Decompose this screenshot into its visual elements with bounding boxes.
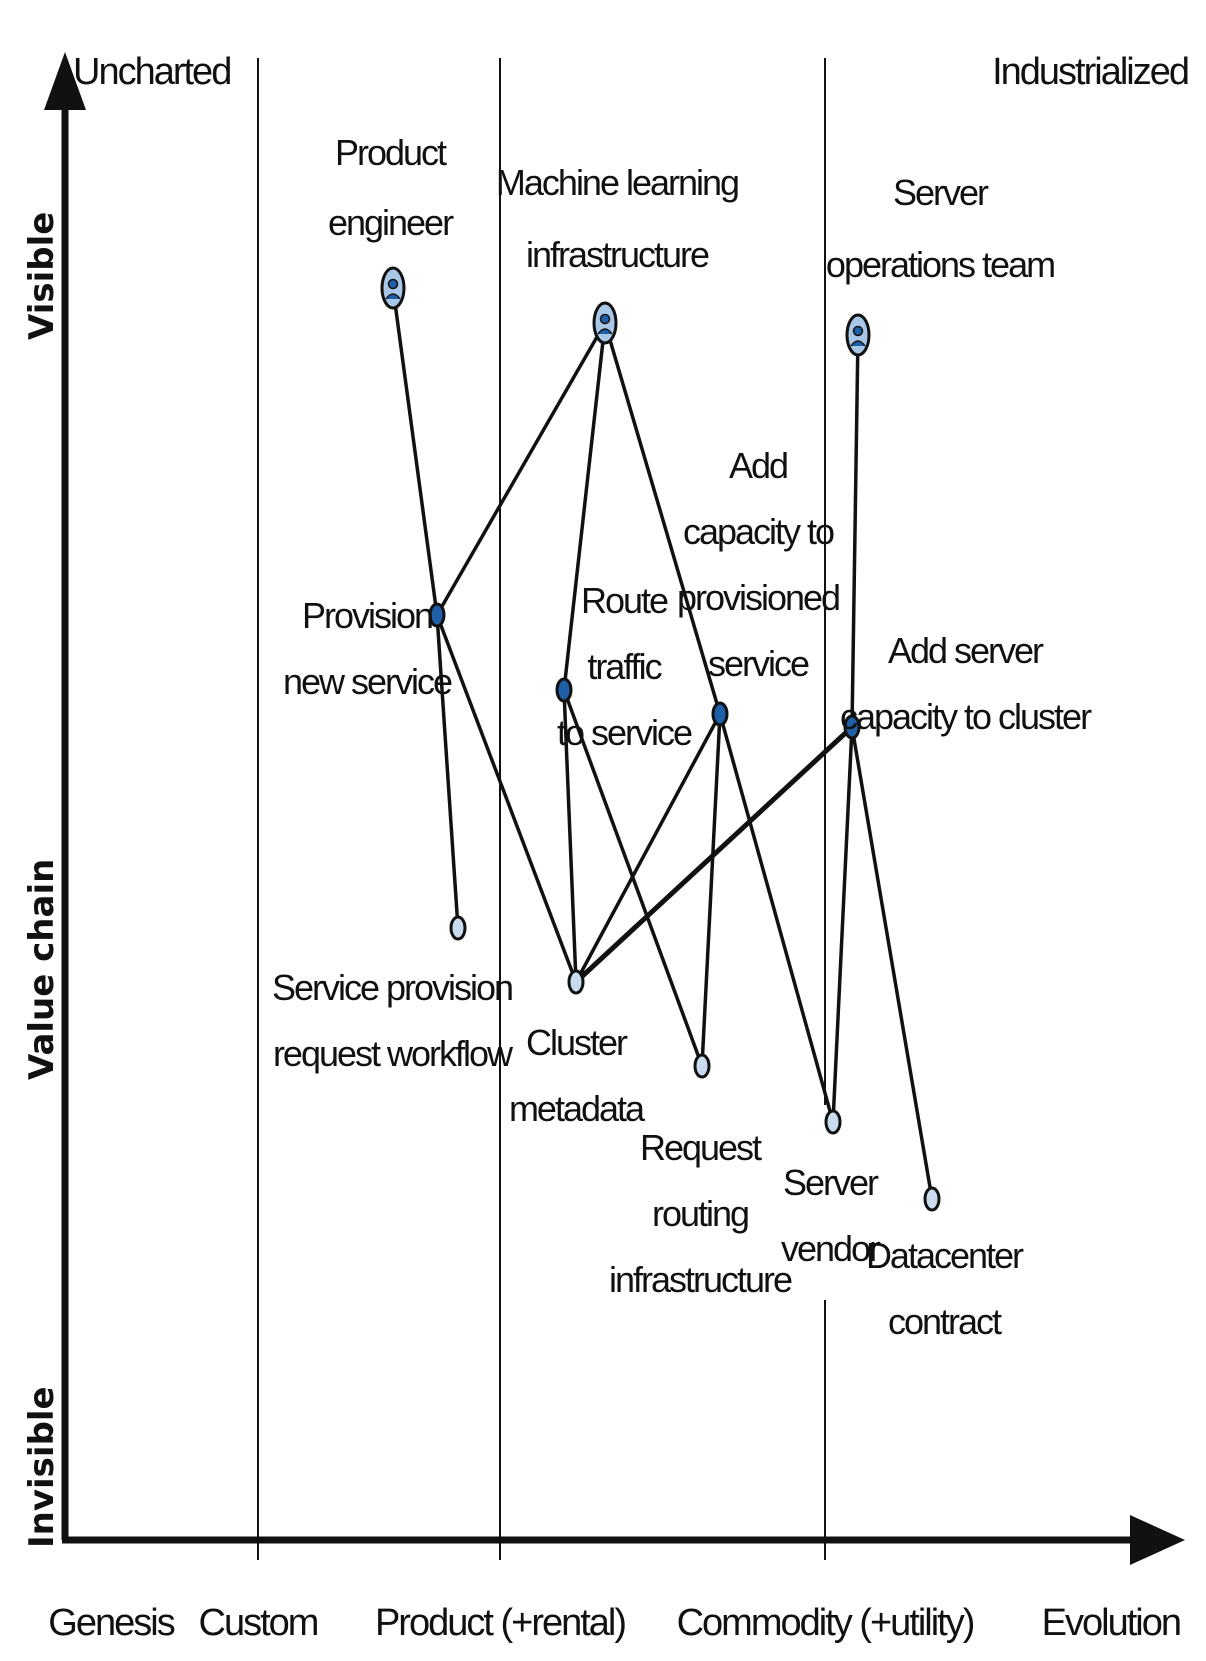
label-ml-infra: Machine learning infrastructure <box>496 162 738 275</box>
label-line: service <box>708 643 809 684</box>
y-label-value-chain: Value chain <box>22 859 62 1080</box>
label-line: traffic <box>587 646 662 687</box>
edge-add-capacity-to-server-vendor <box>718 713 835 1123</box>
label-line: Server <box>893 172 989 213</box>
label-datacenter: Datacenter contract <box>866 1235 1024 1342</box>
node-server-vendor[interactable] <box>824 1109 842 1135</box>
stage-label-genesis: Genesis <box>48 1602 174 1644</box>
stage-label-product: Product (+rental) <box>375 1602 625 1644</box>
edge-ml-infra-to-provision-service <box>435 322 607 616</box>
edge-add-server-to-cluster-metadata <box>574 725 854 984</box>
edge-provision-service-to-provision-workflow <box>435 614 460 929</box>
label-line: Machine learning <box>496 162 738 203</box>
x-axis-arrow-icon <box>1130 1515 1185 1565</box>
stage-dividers <box>257 58 826 1560</box>
label-line: Datacenter <box>866 1235 1024 1276</box>
label-add-capacity: Add capacity to provisioned service <box>677 445 839 684</box>
node-request-routing[interactable] <box>693 1053 711 1079</box>
y-axis-arrow-icon <box>44 52 86 110</box>
label-provision-service: Provision new service <box>283 595 452 702</box>
node-provision-service[interactable] <box>428 602 446 628</box>
node-labels: Product engineer Machine learning infrastru… <box>272 132 1094 1342</box>
label-line: Cluster <box>526 1022 628 1063</box>
label-route-traffic: Route traffic to service <box>557 580 692 753</box>
label-provision-workflow: Service provision request workflow <box>272 967 514 1074</box>
label-line: vendor <box>781 1228 881 1269</box>
node-add-capacity[interactable] <box>711 701 729 727</box>
node-cluster-metadata[interactable] <box>567 969 585 995</box>
label-cluster-metadata: Cluster metadata <box>509 1022 646 1129</box>
label-line: infrastructure <box>609 1259 792 1300</box>
y-label-invisible: Invisible <box>22 1386 62 1548</box>
user-icon-ml-infra[interactable] <box>592 301 618 345</box>
label-line: engineer <box>328 202 454 243</box>
label-line: provisioned <box>677 577 839 618</box>
edge-server-ops-to-add-server <box>850 334 860 728</box>
y-label-visible: Visible <box>22 212 62 340</box>
label-line: Route <box>581 580 668 621</box>
stage-label-custom: Custom <box>199 1602 318 1644</box>
label-line: Request <box>640 1127 762 1168</box>
node-datacenter[interactable] <box>923 1186 941 1212</box>
edge-route-traffic-to-cluster-metadata <box>562 689 578 983</box>
node-route-traffic[interactable] <box>555 677 573 703</box>
user-icon-product-engineer[interactable] <box>380 266 406 310</box>
edge-add-server-to-datacenter <box>850 726 934 1200</box>
label-server-vendor: Server vendor <box>781 1162 881 1269</box>
label-line: Add server <box>888 630 1044 671</box>
label-line: to service <box>557 712 692 753</box>
label-line: contract <box>888 1301 1002 1342</box>
label-line: infrastructure <box>526 234 709 275</box>
edge-product-engineer-to-provision-service <box>391 287 439 616</box>
label-line: operations team <box>826 244 1054 285</box>
label-line: new service <box>283 661 452 702</box>
x-axis-title: Evolution <box>1042 1602 1180 1644</box>
axes <box>44 52 1185 1565</box>
stage-label-commodity: Commodity (+utility) <box>677 1602 974 1644</box>
map-nodes <box>380 266 941 1212</box>
edge-add-capacity-to-request-routing <box>700 713 722 1067</box>
label-add-server: Add server capacity to cluster <box>840 630 1092 737</box>
label-request-routing: Request routing infrastructure <box>609 1127 792 1300</box>
edge-ml-infra-to-add-capacity <box>603 322 722 715</box>
node-provision-workflow[interactable] <box>449 915 467 941</box>
node-add-server[interactable] <box>843 714 861 740</box>
label-line: request workflow <box>273 1033 514 1074</box>
label-line: Add <box>729 445 787 486</box>
user-icon-server-ops[interactable] <box>845 313 871 357</box>
corner-label-uncharted: Uncharted <box>73 51 230 93</box>
edge-ml-infra-to-route-traffic <box>562 322 607 691</box>
edge-provision-service-to-cluster-metadata <box>435 614 578 983</box>
label-line: Product <box>335 132 447 173</box>
dependency-edges <box>391 287 934 1200</box>
label-line: capacity to <box>683 511 834 552</box>
label-product-engineer: Product engineer <box>328 132 454 243</box>
label-line: routing <box>652 1193 748 1234</box>
edge-add-capacity-to-cluster-metadata <box>574 713 722 983</box>
label-line: Server <box>783 1162 879 1203</box>
label-line: Service provision <box>272 967 512 1008</box>
label-line: metadata <box>509 1088 646 1129</box>
label-line: Provision <box>302 595 432 636</box>
label-line: capacity to cluster <box>840 696 1092 737</box>
edge-add-server-to-server-vendor <box>831 726 854 1123</box>
label-server-ops: Server operations team <box>826 172 1054 285</box>
corner-label-industrialized: Industrialized <box>992 51 1188 93</box>
